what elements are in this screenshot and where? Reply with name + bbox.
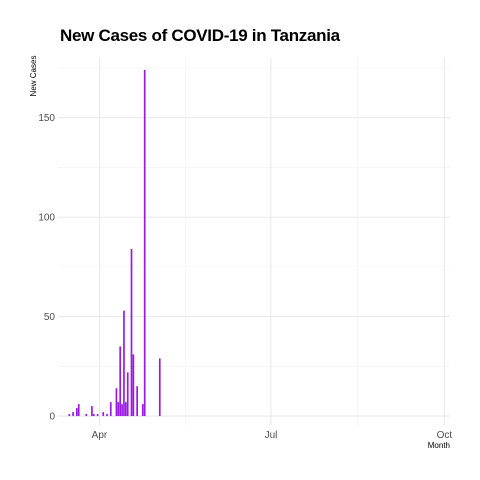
- plot-panel: [58, 58, 450, 426]
- bar: [119, 346, 122, 417]
- bar: [126, 372, 129, 417]
- bar: [68, 414, 71, 417]
- y-tick-label: 0: [49, 412, 55, 423]
- bar: [77, 404, 80, 417]
- bar: [121, 404, 123, 417]
- bar: [130, 248, 133, 417]
- bar: [75, 408, 78, 417]
- label-layer: 0 50 100 150 Apr Jul Oct: [38, 113, 452, 441]
- bar: [136, 386, 139, 417]
- bar: [109, 402, 112, 417]
- grid-layer: [58, 58, 450, 426]
- x-tick-label: Oct: [437, 430, 453, 441]
- y-tick-label: 150: [38, 113, 55, 124]
- bar: [123, 310, 125, 417]
- y-tick-label: 100: [38, 213, 55, 224]
- bar: [143, 69, 146, 417]
- bar-layer: [68, 69, 161, 417]
- y-tick-label: 50: [44, 312, 56, 323]
- bar: [115, 388, 118, 417]
- x-axis-title: Month: [428, 441, 450, 450]
- chart-title: New Cases of COVID-19 in Tanzania: [60, 26, 340, 45]
- bar: [85, 414, 88, 417]
- bar: [132, 354, 135, 417]
- bar: [91, 406, 93, 417]
- bar: [124, 402, 127, 417]
- bar: [92, 414, 95, 417]
- x-tick-label: Apr: [92, 430, 108, 441]
- bar: [102, 412, 105, 417]
- bar: [141, 404, 144, 417]
- bar: [106, 414, 108, 417]
- bar: [96, 414, 99, 417]
- bar: [72, 412, 74, 417]
- y-axis-title: New Cases: [29, 56, 38, 97]
- bar: [117, 402, 120, 417]
- bar: [158, 358, 161, 417]
- x-tick-label: Jul: [265, 430, 278, 441]
